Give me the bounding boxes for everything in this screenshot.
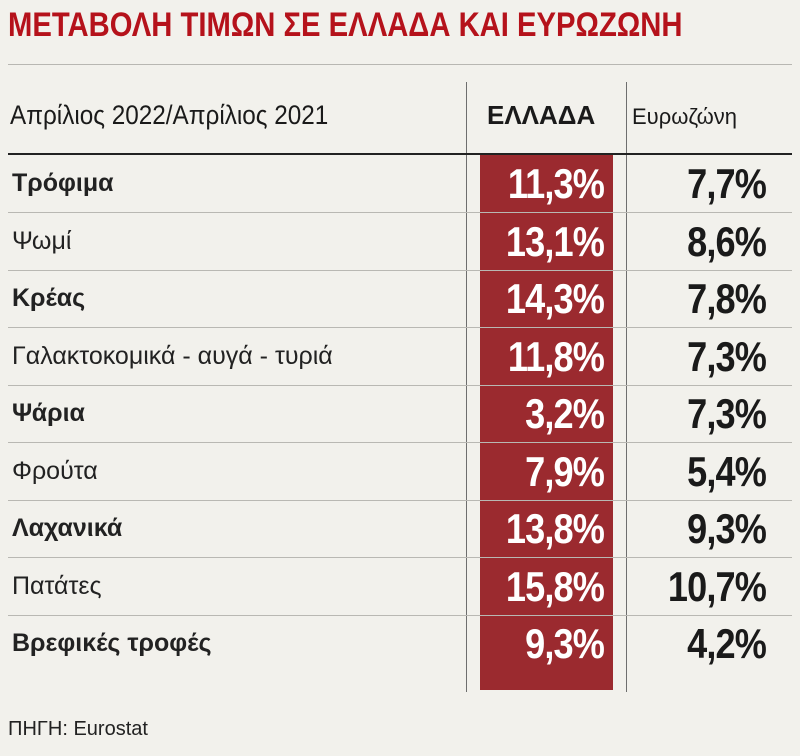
row-divider (8, 614, 792, 616)
category-label: Ψάρια (12, 399, 85, 427)
category-label: Κρέας (12, 284, 86, 312)
greece-header: ΕΛΛΑΔΑ (487, 100, 596, 130)
greece-value: 11,3% (507, 160, 605, 207)
table-row: Γαλακτοκομικά - αυγά - τυριά 11,8% 7,3% (0, 328, 800, 386)
eurozone-value: 7,3% (687, 332, 767, 380)
category-label: Βρεφικές τροφές (12, 629, 212, 657)
eurozone-value: 8,6% (687, 217, 767, 265)
table-row: Λαχανικά 13,8% 9,3% (0, 500, 800, 558)
eurozone-value: 7,7% (687, 160, 767, 207)
eurozone-header: Ευρωζώνη (632, 104, 738, 129)
title-divider (8, 64, 792, 65)
greece-value: 9,3% (525, 620, 605, 667)
greece-value: 3,2% (525, 390, 605, 437)
eurozone-value: 7,3% (687, 390, 767, 437)
greece-value: 13,8% (505, 505, 605, 552)
category-label: Λαχανικά (12, 514, 123, 542)
category-label: Φρούτα (12, 456, 98, 485)
row-divider (8, 557, 792, 558)
eurozone-value: 5,4% (687, 447, 767, 495)
column-divider-right (626, 82, 627, 692)
table-row: Ψάρια 3,2% 7,3% (0, 385, 800, 443)
column-divider-left (466, 82, 467, 692)
greece-value: 15,8% (505, 562, 605, 610)
row-divider (8, 499, 792, 501)
eurozone-value: 10,7% (667, 562, 767, 610)
table-row: Τρόφιμα 11,3% 7,7% (0, 155, 800, 213)
category-label: Ψωμί (12, 226, 72, 255)
row-divider (8, 327, 792, 328)
row-divider (8, 384, 792, 386)
source-note: ΠΗΓΗ: Eurostat (8, 718, 148, 740)
category-label: Γαλακτοκομικά - αυγά - τυριά (12, 341, 333, 370)
table-row: Φρούτα 7,9% 5,4% (0, 443, 800, 501)
table-row: Βρεφικές τροφές 9,3% 4,2% (0, 615, 800, 673)
eurozone-value: 9,3% (687, 505, 767, 552)
greece-value: 13,1% (505, 217, 605, 265)
table-row: Πατάτες 15,8% 10,7% (0, 558, 800, 616)
header-divider (8, 153, 792, 155)
row-divider (8, 212, 792, 213)
row-divider (8, 269, 792, 271)
eurozone-value: 4,2% (687, 620, 767, 667)
greece-value: 11,8% (507, 332, 605, 380)
table-row: Ψωμί 13,1% 8,6% (0, 213, 800, 271)
page-title: ΜΕΤΑΒΟΛΗ ΤΙΜΩΝ ΣΕ ΕΛΛΑΔΑ ΚΑΙ ΕΥΡΩΖΩΝΗ (8, 6, 683, 44)
table-row: Κρέας 14,3% 7,8% (0, 270, 800, 328)
row-divider (8, 442, 792, 443)
greece-value: 14,3% (505, 275, 605, 322)
period-header: Απρίλιος 2022/Απρίλιος 2021 (10, 100, 329, 130)
category-label: Πατάτες (12, 571, 102, 600)
category-label: Τρόφιμα (12, 169, 114, 197)
greece-value: 7,9% (525, 447, 605, 495)
eurozone-value: 7,8% (687, 275, 767, 322)
greece-column-highlight (480, 154, 613, 690)
